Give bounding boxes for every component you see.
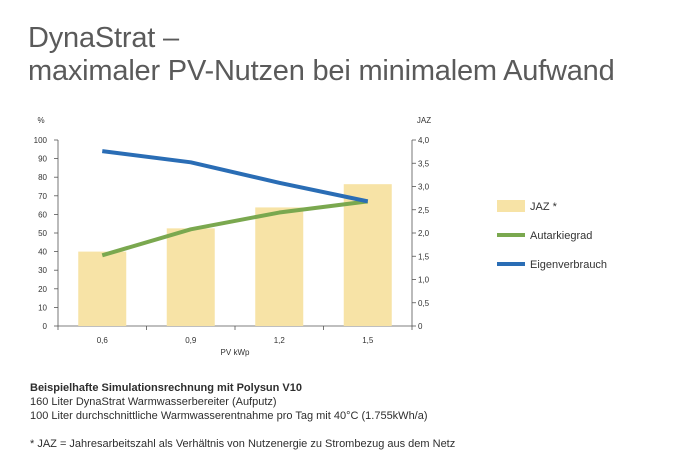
page-title: DynaStrat – maximaler PV-Nutzen bei mini… [28,22,615,88]
y-right-axis-label: JAZ [417,116,431,125]
y-left-tick-label: 0 [43,322,48,331]
y-right-tick-label: 3,0 [418,183,430,192]
y-right-tick-label: 0 [418,322,423,331]
bar [166,228,215,326]
bar [78,251,127,326]
x-tick-label: 0,9 [185,336,197,345]
notes: Beispielhafte Simulationsrechnung mit Po… [30,381,455,451]
legend-swatch [497,200,525,212]
x-tick-label: 0,6 [97,336,109,345]
legend-label: Eigenverbrauch [530,259,607,271]
y-right-tick-label: 3,5 [418,159,430,168]
title-line-1: DynaStrat – [28,22,179,54]
y-left-tick-label: 40 [38,248,47,257]
y-right-tick-label: 2,5 [418,206,430,215]
notes-line-1: 160 Liter DynaStrat Warmwasserbereiter (… [30,396,277,408]
x-tick-label: 1,2 [274,336,286,345]
title-line-2: maximaler PV-Nutzen bei minimalem Aufwan… [28,55,615,87]
footnote: * JAZ = Jahresarbeitszahl als Verhältnis… [30,438,456,450]
y-left-tick-label: 80 [38,173,47,182]
y-right-tick-label: 1,5 [418,252,430,261]
y-left-tick-label: 100 [34,136,48,145]
y-left-tick-label: 10 [38,303,47,312]
legend-label: Autarkiegrad [530,230,592,242]
x-tick-label: 1,5 [362,336,374,345]
notes-line-2: 100 Liter durchschnittliche Warmwasseren… [30,410,428,422]
series-line [101,149,369,204]
bar [343,184,392,326]
y-right-tick-label: 1,0 [418,276,430,285]
y-left-tick-label: 50 [38,229,47,238]
y-left-tick-label: 70 [38,192,47,201]
series-line [101,199,369,258]
bar [255,207,304,326]
x-axis-label: PV kWp [221,348,250,357]
y-right-tick-label: 0,5 [418,299,430,308]
y-left-axis-label: % [37,116,44,125]
y-left-tick-label: 90 [38,155,47,164]
y-right-tick-label: 4,0 [418,136,430,145]
y-left-tick-label: 60 [38,210,47,219]
notes-heading: Beispielhafte Simulationsrechnung mit Po… [30,382,303,394]
y-right-tick-label: 2,0 [418,229,430,238]
y-left-tick-label: 20 [38,285,47,294]
y-left-tick-label: 30 [38,266,47,275]
legend-label: JAZ * [530,201,558,213]
